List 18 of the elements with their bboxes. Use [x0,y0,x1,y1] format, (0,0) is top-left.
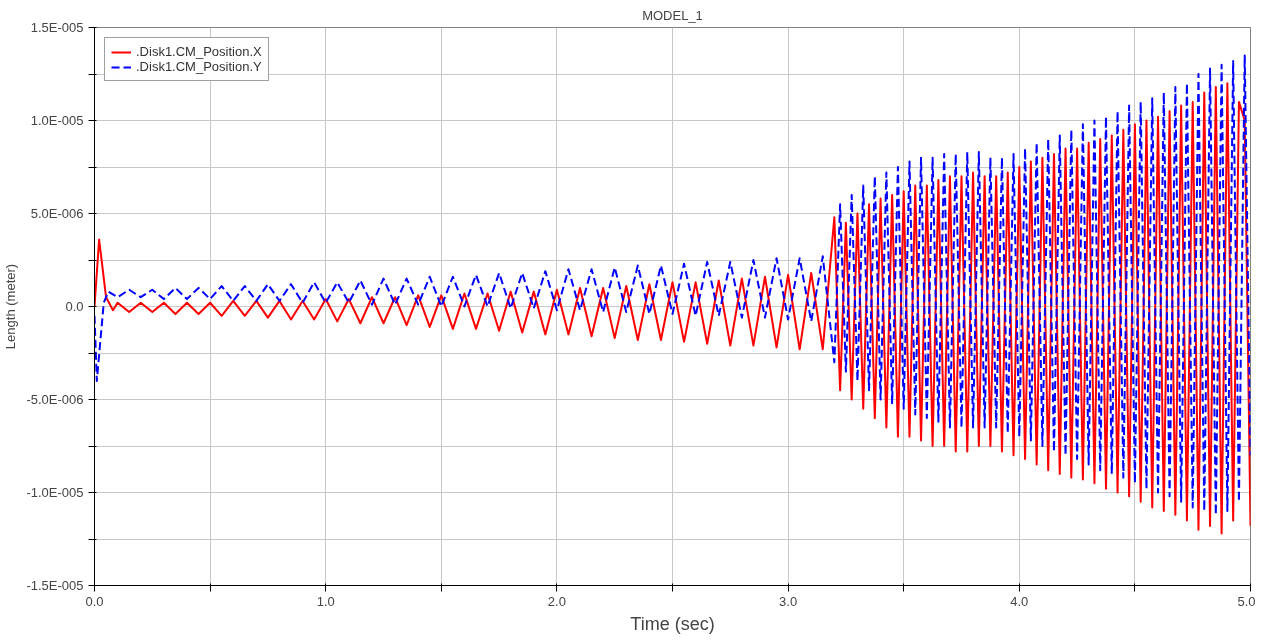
x-axis-title: Time (sec) [630,613,715,634]
x-tick-label: 1.0 [316,593,335,609]
y-tick-label: -1.0E-005 [26,485,84,500]
x-tick-label: 3.0 [779,593,798,609]
y-tick-label: 0.0 [65,299,84,314]
chart-title: MODEL_1 [642,7,703,23]
legend-label: .Disk1.CM_Position.Y [136,59,262,74]
x-tick-label: 0.0 [85,593,104,609]
y-tick-label: 1.5E-005 [30,20,84,35]
y-tick-label: -1.5E-005 [26,578,84,593]
y-tick-label: -5.0E-006 [26,392,84,407]
y-tick-label: 5.0E-006 [30,206,84,221]
x-tick-label: 2.0 [547,593,566,609]
x-tick-label: 5.0 [1237,593,1256,609]
legend-label: .Disk1.CM_Position.X [136,44,262,59]
y-tick-label: 1.0E-005 [30,113,84,128]
x-tick-label: 4.0 [1010,593,1029,609]
y-axis-title: Length (meter) [3,263,19,350]
